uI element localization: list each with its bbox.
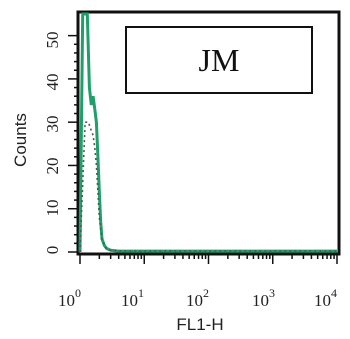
y-tick-label-20: 20 bbox=[43, 158, 62, 175]
y-axis-title: Counts bbox=[11, 113, 30, 167]
sample-label-box bbox=[125, 26, 313, 94]
x-tick-labels: 100 101 102 103 104 bbox=[58, 286, 337, 310]
x-axis-title: FL1-H bbox=[176, 315, 223, 334]
x-tick-label-2: 102 bbox=[186, 286, 209, 310]
y-tick-label-0: 0 bbox=[43, 246, 62, 255]
y-tick-label-10: 10 bbox=[43, 200, 62, 217]
x-tick-label-4: 104 bbox=[314, 286, 337, 310]
y-axis-ticks bbox=[68, 34, 78, 253]
x-tick-label-0: 100 bbox=[58, 286, 81, 310]
histogram-series-1 bbox=[79, 121, 337, 253]
sample-label: JM bbox=[199, 42, 240, 78]
x-tick-label-3: 103 bbox=[252, 286, 275, 310]
y-tick-label-40: 40 bbox=[43, 74, 62, 91]
series-layer bbox=[78, 12, 337, 253]
x-axis-ticks bbox=[79, 254, 338, 264]
y-tick-label-30: 30 bbox=[43, 116, 62, 133]
y-tick-label-50: 50 bbox=[43, 32, 62, 49]
y-tick-labels: 0 10 20 30 40 50 bbox=[43, 32, 62, 255]
x-tick-label-1: 101 bbox=[121, 286, 144, 310]
